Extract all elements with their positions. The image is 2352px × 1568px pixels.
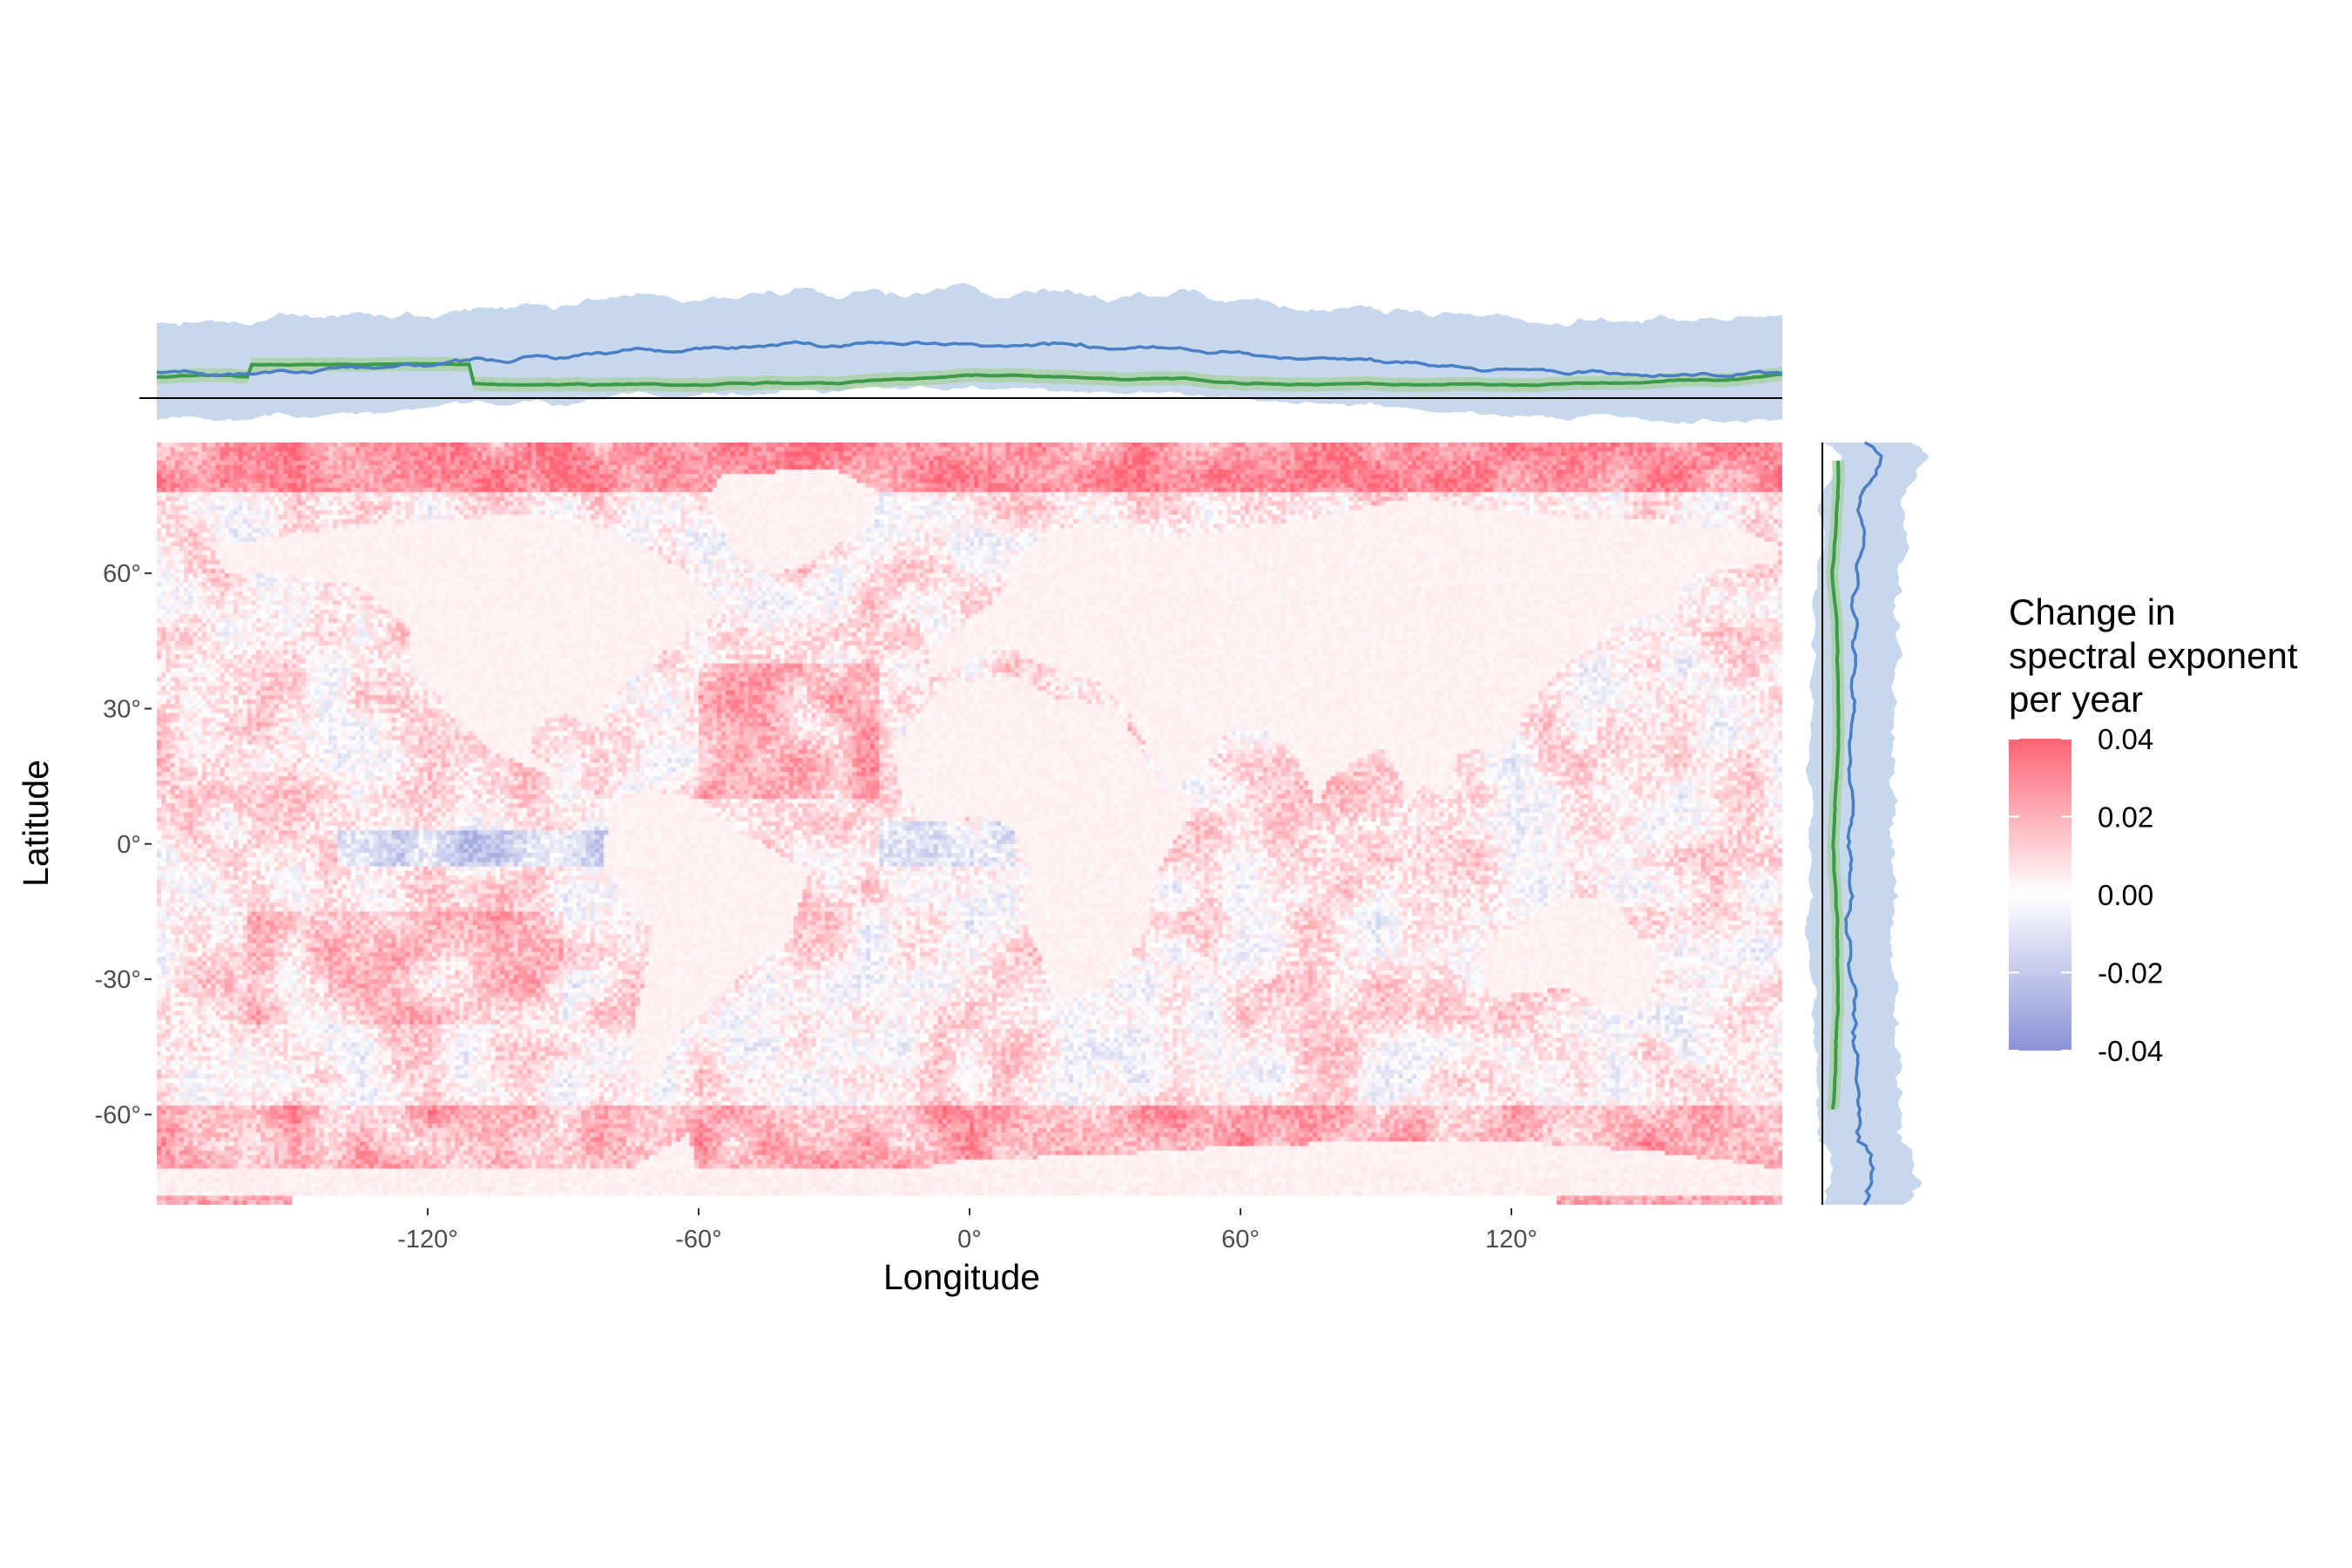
legend-label: -0.02	[2098, 957, 2163, 990]
legend-title-line-1: Change in	[2009, 591, 2175, 632]
x-axis-title: Longitude	[883, 1257, 1040, 1297]
x-axis-ticks: -120° -60° 0° 60° 120°	[397, 1208, 1538, 1254]
legend-title-line-2: spectral exponent	[2009, 635, 2298, 676]
x-tick-label: -60°	[675, 1226, 722, 1254]
color-legend: Change in spectral exponent per year 0.0…	[2009, 591, 2298, 1067]
x-tick-label: 120°	[1485, 1226, 1538, 1254]
legend-label: 0.04	[2098, 723, 2153, 755]
legend-label: -0.04	[2098, 1035, 2163, 1067]
y-tick-label: -30°	[94, 966, 141, 994]
right-marginal-green-line	[1830, 460, 1841, 1110]
top-marginal-band	[157, 282, 1782, 424]
x-tick-label: -120°	[397, 1226, 458, 1254]
y-tick-label: -60°	[94, 1101, 141, 1129]
right-marginal-blue-line	[1843, 441, 1883, 1206]
right-marginal-band	[1804, 443, 1930, 1205]
heatmap	[157, 443, 1782, 1205]
legend-ticks: 0.04 0.02 0.00 -0.02 -0.04	[2009, 723, 2163, 1067]
top-marginal-plot	[139, 282, 1783, 424]
y-tick-label: 60°	[103, 560, 141, 588]
right-marginal-plot	[1804, 441, 1930, 1206]
legend-label: 0.02	[2098, 801, 2153, 834]
legend-title-line-3: per year	[2009, 679, 2143, 720]
y-tick-label: 30°	[103, 695, 141, 723]
x-tick-label: 60°	[1221, 1226, 1260, 1254]
x-tick-label: 0°	[957, 1226, 982, 1254]
y-tick-label: 0°	[117, 831, 141, 859]
legend-label: 0.00	[2098, 879, 2153, 911]
top-marginal-blue-line	[156, 340, 1783, 379]
y-axis-ticks: 60° 30° 0° -30° -60°	[94, 560, 152, 1129]
y-axis-title: Latitude	[16, 760, 56, 887]
top-marginal-green-line	[156, 362, 1783, 388]
